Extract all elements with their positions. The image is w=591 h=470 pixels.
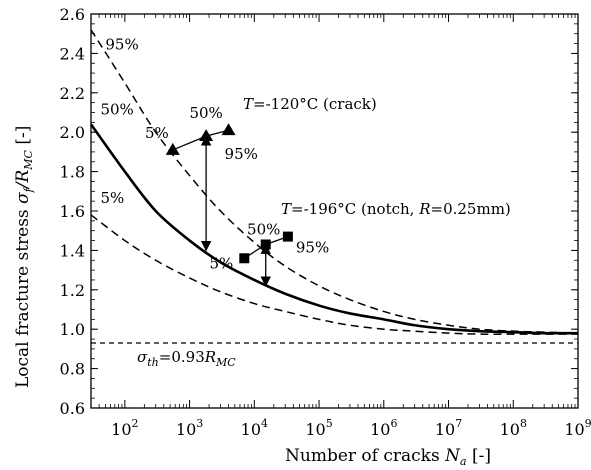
- y-tick-label: 2.4: [60, 44, 85, 63]
- axis-ticks: [90, 13, 579, 409]
- curve-label: 50%: [100, 100, 133, 118]
- y-tick-label: 2.0: [60, 123, 85, 142]
- y-tick-label: 2.6: [60, 5, 85, 24]
- triangle-marker: [165, 142, 180, 155]
- y-tick-label: 1.4: [60, 241, 85, 260]
- curve-50pct: [89, 123, 579, 335]
- y-tick-label: 1.6: [60, 202, 85, 221]
- curve-label: 95%: [105, 35, 138, 53]
- x-tick-label: 102: [111, 417, 138, 439]
- triangle-group-title: T=-120°C (crack): [243, 95, 377, 113]
- y-tick-label: 2.2: [60, 84, 85, 103]
- y-tick-label: 1.2: [60, 281, 85, 300]
- curve-label: 5%: [100, 189, 124, 207]
- square-marker: [282, 231, 293, 242]
- curve-5pct: [90, 214, 578, 335]
- y-tick-label: 0.8: [60, 360, 85, 379]
- y-axis-title: Local fracture stress σf/RMC [-]: [13, 126, 35, 388]
- tick-labels: 0.6 0.8 1.0 1.2 1.4 1.6 1.8 2.0 2.2 2.4 2.6 102 103 1…: [60, 5, 591, 439]
- annotations: 95% 50% 5% 5% 50% 95% 5% 50% 95%: [100, 35, 329, 287]
- square-marker: [239, 253, 250, 264]
- y-tick-label: 0.6: [60, 399, 85, 418]
- x-tick-label: 103: [176, 417, 203, 439]
- curves: [89, 29, 579, 344]
- x-tick-label: 105: [305, 417, 332, 439]
- y-tick-label: 1.8: [60, 163, 85, 182]
- curve-95pct: [90, 29, 579, 334]
- y-tick-label: 1.0: [60, 320, 85, 339]
- x-tick-label: 108: [500, 417, 527, 439]
- triangle-marker: [221, 123, 236, 136]
- triangle-point-label: 5%: [145, 124, 169, 142]
- threshold-label: σth=0.93RMC: [137, 348, 236, 369]
- x-tick-label: 109: [564, 417, 591, 439]
- square-point-label: 5%: [209, 254, 233, 272]
- triangle-point-label: 50%: [189, 104, 222, 122]
- triangle-point-label: 95%: [225, 145, 258, 163]
- x-tick-label: 104: [241, 417, 268, 439]
- x-axis-title: Number of cracks Na [-]: [285, 446, 491, 468]
- square-point-label: 95%: [296, 239, 329, 257]
- x-tick-label: 107: [435, 417, 462, 439]
- square-group-title: T=-196°C (notch, R=0.25mm): [281, 200, 511, 218]
- square-point-label: 50%: [247, 220, 280, 238]
- triangle-marker: [199, 129, 214, 142]
- x-tick-label: 106: [370, 417, 397, 439]
- square-marker: [260, 239, 271, 250]
